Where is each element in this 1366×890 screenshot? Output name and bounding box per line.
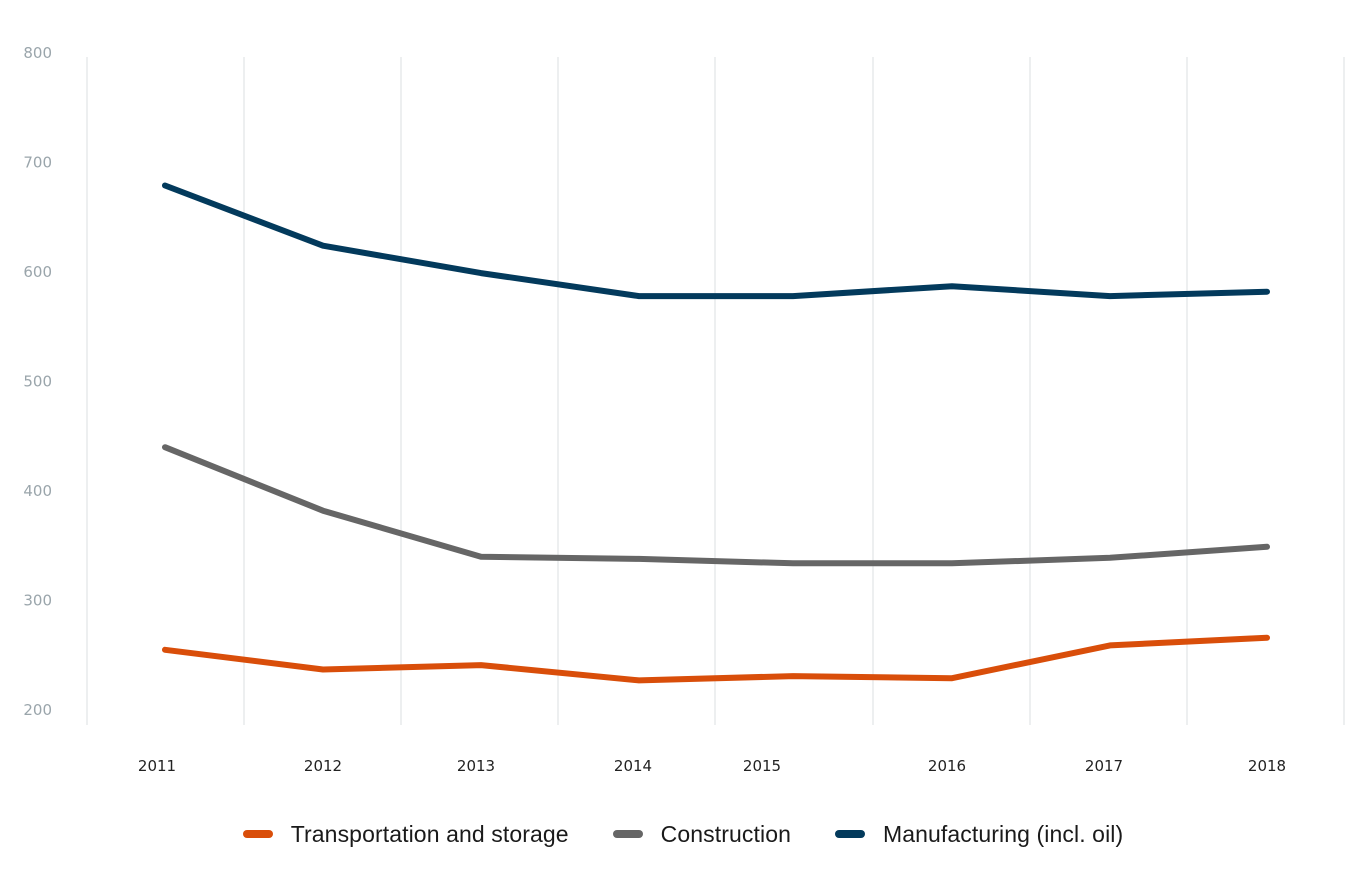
- series-group: [162, 182, 1270, 684]
- legend: Transportation and storage Construction …: [0, 812, 1366, 856]
- x-tick-label: 2013: [457, 757, 495, 775]
- y-tick-label: 500: [23, 373, 52, 391]
- gridlines: [86, 57, 1345, 725]
- legend-label-manufacturing: Manufacturing (incl. oil): [882, 820, 1124, 847]
- y-tick-label: 800: [23, 44, 52, 62]
- y-tick-label: 300: [23, 592, 52, 610]
- x-tick-label: 2016: [928, 757, 966, 775]
- x-tick-label: 2017: [1085, 757, 1123, 775]
- legend-item-manufacturing[interactable]: Manufacturing (incl. oil): [834, 820, 1124, 848]
- y-tick-label: 400: [23, 482, 52, 500]
- y-tick-label: 600: [23, 263, 52, 281]
- y-tick-label: 200: [23, 701, 52, 719]
- y-axis: 800 700 600 500 400 300 200: [23, 44, 52, 719]
- legend-label-transportation: Transportation and storage: [290, 820, 569, 847]
- legend-swatch-construction: [612, 830, 643, 838]
- legend-swatch-transportation: [242, 830, 273, 838]
- legend-swatch-manufacturing: [834, 830, 865, 838]
- x-tick-label: 2015: [743, 757, 781, 775]
- x-tick-label: 2018: [1248, 757, 1286, 775]
- series-line-manufacturing: [162, 182, 1270, 300]
- series-line-transportation: [162, 634, 1270, 684]
- series-line-construction: [162, 444, 1270, 567]
- x-axis: 2011 2012 2013 2014 2015 2016 2017 2018: [138, 757, 1286, 775]
- legend-label-construction: Construction: [660, 820, 791, 847]
- y-tick-label: 700: [23, 154, 52, 172]
- x-tick-label: 2011: [138, 757, 176, 775]
- legend-item-transportation[interactable]: Transportation and storage: [242, 820, 569, 848]
- legend-item-construction[interactable]: Construction: [612, 820, 791, 848]
- x-tick-label: 2012: [304, 757, 342, 775]
- x-tick-label: 2014: [614, 757, 652, 775]
